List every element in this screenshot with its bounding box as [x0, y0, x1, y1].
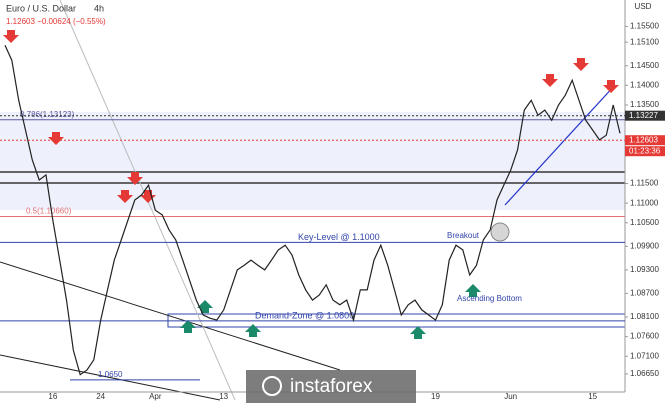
x-tick-label: 16 [48, 392, 57, 401]
subtitle: 1.12603 −0.00624 (−0.55%) [6, 17, 106, 26]
y-tick-label: 1.14500 [630, 61, 659, 70]
annotation: Ascending Bottom [457, 294, 522, 303]
price-tag-label: 1.13227 [629, 111, 658, 120]
y-tick-label: 1.10500 [630, 218, 659, 227]
level-label: Demand-Zone @ 1.0800 [255, 310, 354, 320]
y-tick-label: 1.06650 [630, 369, 659, 378]
red-arrow [542, 74, 558, 87]
y-tick-label: 1.09300 [630, 265, 659, 274]
y-tick-label: 1.07600 [630, 332, 659, 341]
x-tick-label: 24 [96, 392, 105, 401]
trend-line [504, 84, 616, 206]
watermark: instaforex [290, 376, 373, 397]
interval: 4h [94, 3, 104, 13]
red-arrow [127, 172, 143, 185]
trend-line [0, 261, 341, 371]
y-tick-label: 1.08100 [630, 312, 659, 321]
green-arrow [180, 320, 196, 333]
red-arrow [48, 132, 64, 145]
price-tag [625, 110, 665, 121]
price-tag-label: 1.12603 [629, 135, 658, 144]
fib-zone [0, 112, 625, 210]
y-tick-label: 1.07100 [630, 351, 659, 360]
y-tick-label: 1.09900 [630, 241, 659, 250]
x-tick-label: Apr [149, 392, 162, 401]
green-arrow [410, 326, 426, 339]
y-tick-label: 1.11000 [630, 198, 659, 207]
y-tick-label: 1.08700 [630, 289, 659, 298]
sell-arrows [3, 30, 619, 203]
red-arrow [3, 30, 19, 43]
x-tick-label: Jun [504, 392, 517, 401]
red-arrow [117, 190, 133, 203]
price-line [4, 45, 621, 376]
chart-title: Euro / U.S. Dollar [6, 3, 76, 13]
x-tick-label: 19 [431, 392, 440, 401]
level-label: 0.786(1.13123) [20, 110, 75, 119]
buy-arrows [180, 284, 481, 339]
currency: USD [635, 2, 652, 11]
y-tick-label: 1.11500 [630, 179, 659, 188]
watermark-box [246, 370, 416, 403]
annotation: Breakout [447, 231, 480, 240]
watermark-logo [262, 376, 282, 396]
countdown-box [625, 146, 665, 157]
x-tick-label: 13 [219, 392, 228, 401]
x-tick-label: 15 [588, 392, 597, 401]
price-tag [625, 135, 665, 146]
countdown: 01:23:36 [629, 146, 661, 155]
y-tick-label: 1.15100 [630, 37, 659, 46]
y-tick-label: 1.14000 [630, 80, 659, 89]
green-arrow [465, 284, 481, 297]
red-arrow [603, 80, 619, 93]
level-label: 0.5(1.10660) [26, 207, 72, 216]
green-arrow [245, 324, 261, 337]
red-arrow [573, 58, 589, 71]
level-label: Key-Level @ 1.1000 [298, 232, 380, 242]
price-axis [625, 0, 665, 403]
level-label: 1.0650 [98, 370, 123, 379]
breakout-circle [490, 222, 510, 242]
y-tick-label: 1.15500 [630, 22, 659, 31]
y-tick-label: 1.13500 [630, 100, 659, 109]
red-arrow [140, 190, 156, 203]
